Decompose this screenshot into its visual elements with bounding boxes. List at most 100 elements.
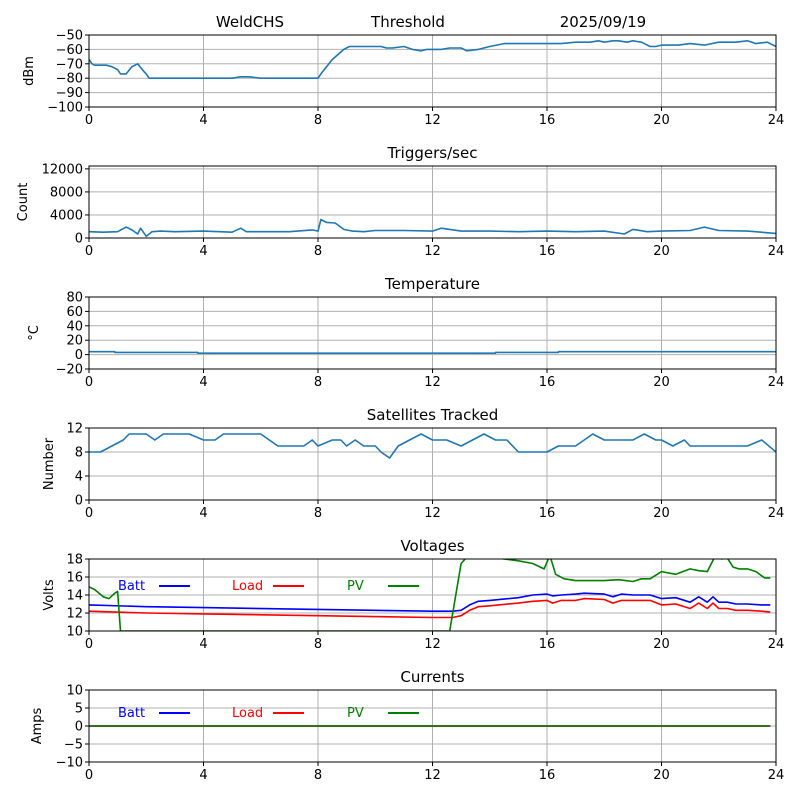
satellites-series-satellites	[89, 433, 776, 459]
legend-label-load: Load	[232, 706, 263, 721]
x-tick-label: 24	[768, 506, 785, 521]
x-tick-label: 8	[314, 113, 322, 128]
voltages-panel: 0 4 8 12 16 20 24 10 12 14 16 18 Voltages Volts Batt Lo…	[42, 537, 784, 652]
legend-label-pv: PV	[347, 706, 364, 721]
y-tick-label: 16	[66, 571, 83, 586]
x-tick-label: 4	[199, 637, 207, 652]
signal-strength-series-rssi	[89, 39, 776, 79]
y-tick-label: −20	[56, 363, 83, 378]
x-tick-label: 4	[199, 244, 207, 259]
y-tick-label: 12	[66, 607, 83, 622]
x-tick-label: 16	[539, 768, 556, 783]
temperature-title: Temperature	[384, 275, 480, 293]
signal-strength-ylabel: dBm	[22, 56, 37, 86]
y-tick-label: 12	[66, 422, 83, 437]
y-tick-label: −90	[56, 86, 83, 101]
y-tick-label: 0	[75, 348, 83, 363]
x-tick-label: 4	[199, 506, 207, 521]
y-tick-label: 40	[66, 319, 83, 334]
y-tick-label: 14	[66, 589, 83, 604]
x-tick-label: 12	[424, 637, 441, 652]
x-tick-label: 0	[85, 244, 93, 259]
y-tick-label: 0	[75, 720, 83, 735]
temperature-ylabel: °C	[27, 325, 42, 341]
x-tick-label: 20	[653, 375, 670, 390]
x-tick-label: 24	[768, 113, 785, 128]
x-tick-label: 8	[314, 637, 322, 652]
y-tick-label: −50	[56, 29, 83, 44]
triggers-ylabel: Count	[16, 183, 31, 222]
y-tick-label: 20	[66, 334, 83, 349]
x-tick-label: 20	[653, 637, 670, 652]
header-date: 2025/09/19	[560, 13, 646, 31]
triggers-title: Triggers/sec	[387, 144, 478, 162]
legend-label-pv: PV	[347, 579, 364, 594]
y-tick-label: 12000	[42, 162, 83, 177]
x-tick-label: 0	[85, 506, 93, 521]
x-tick-label: 20	[653, 506, 670, 521]
x-tick-label: 12	[424, 244, 441, 259]
x-tick-label: 0	[85, 637, 93, 652]
x-tick-label: 8	[314, 375, 322, 390]
x-tick-label: 24	[768, 375, 785, 390]
x-tick-label: 8	[314, 244, 322, 259]
temperature-series-temperature	[89, 350, 776, 355]
x-tick-label: 20	[653, 244, 670, 259]
x-tick-label: 24	[768, 244, 785, 259]
x-tick-label: 20	[653, 113, 670, 128]
x-tick-label: 12	[424, 768, 441, 783]
satellites-panel: 0 4 8 12 16 20 24 0 4 8 12 Satellites Tracked Number	[42, 406, 784, 521]
x-tick-label: 4	[199, 768, 207, 783]
x-tick-label: 24	[768, 637, 785, 652]
y-tick-label: 10	[66, 684, 83, 699]
x-tick-label: 12	[424, 506, 441, 521]
signal-strength-panel: 0 4 8 12 16 20 24 −50−60−70−80−90−100 dBm	[22, 29, 784, 129]
x-tick-label: 16	[539, 506, 556, 521]
triggers-series-triggers	[89, 218, 776, 238]
satellites-title: Satellites Tracked	[367, 406, 498, 424]
x-tick-label: 4	[199, 113, 207, 128]
x-tick-label: 16	[539, 637, 556, 652]
header-station: WeldCHS	[216, 13, 284, 31]
legend-label-batt: Batt	[118, 706, 145, 721]
x-tick-label: 0	[85, 375, 93, 390]
y-tick-label: −10	[56, 756, 83, 771]
currents-title: Currents	[400, 668, 464, 686]
y-tick-label: 4	[75, 470, 83, 485]
y-tick-label: −70	[56, 57, 83, 72]
y-tick-label: −60	[56, 43, 83, 58]
x-tick-label: 12	[424, 113, 441, 128]
y-tick-label: 10	[66, 625, 83, 640]
voltages-series-load	[89, 597, 771, 619]
x-tick-label: 20	[653, 768, 670, 783]
y-tick-label: 8000	[50, 185, 83, 200]
voltages-series-batt	[89, 592, 771, 613]
y-tick-label: 60	[66, 305, 83, 320]
x-tick-label: 0	[85, 768, 93, 783]
x-tick-label: 8	[314, 506, 322, 521]
x-tick-label: 24	[768, 768, 785, 783]
x-tick-label: 16	[539, 113, 556, 128]
y-tick-label: 80	[66, 291, 83, 306]
y-tick-label: 0	[75, 494, 83, 509]
header-mode: Threshold	[370, 13, 445, 31]
currents-ylabel: Amps	[30, 707, 45, 744]
x-tick-label: 12	[424, 375, 441, 390]
x-tick-label: 16	[539, 375, 556, 390]
legend-label-batt: Batt	[118, 579, 145, 594]
y-tick-label: −100	[47, 101, 83, 116]
voltages-title: Voltages	[400, 537, 464, 555]
y-tick-label: −80	[56, 72, 83, 87]
legend-label-load: Load	[232, 579, 263, 594]
x-tick-label: 0	[85, 113, 93, 128]
x-tick-label: 16	[539, 244, 556, 259]
y-tick-label: 8	[75, 446, 83, 461]
y-tick-label: 18	[66, 553, 83, 568]
y-tick-label: 5	[75, 702, 83, 717]
voltages-ylabel: Volts	[42, 579, 57, 611]
triggers-panel: 0 4 8 12 16 20 24 0 4000 8000 12000 Triggers/sec Cou…	[16, 144, 784, 259]
x-tick-label: 4	[199, 375, 207, 390]
